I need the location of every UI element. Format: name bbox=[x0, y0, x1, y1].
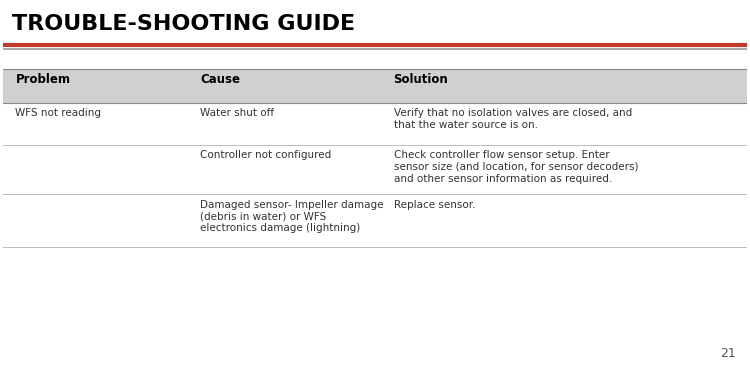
Bar bbox=[3, 102, 747, 145]
Bar bbox=[3, 69, 747, 102]
Text: Solution: Solution bbox=[394, 74, 448, 87]
Text: Verify that no isolation valves are closed, and
that the water source is on.: Verify that no isolation valves are clos… bbox=[394, 108, 632, 130]
Text: WFS not reading: WFS not reading bbox=[16, 108, 101, 118]
Bar bbox=[3, 194, 747, 246]
Text: 21: 21 bbox=[720, 347, 736, 360]
Text: TROUBLE-SHOOTING GUIDE: TROUBLE-SHOOTING GUIDE bbox=[12, 14, 355, 34]
Bar bbox=[3, 145, 747, 194]
Text: Replace sensor.: Replace sensor. bbox=[394, 199, 475, 209]
Text: Problem: Problem bbox=[16, 74, 70, 87]
Text: Cause: Cause bbox=[200, 74, 240, 87]
Text: Damaged sensor- Impeller damage
(debris in water) or WFS
electronics damage (lig: Damaged sensor- Impeller damage (debris … bbox=[200, 199, 383, 233]
Text: Check controller flow sensor setup. Enter
sensor size (and location, for sensor : Check controller flow sensor setup. Ente… bbox=[394, 150, 638, 184]
Text: Controller not configured: Controller not configured bbox=[200, 150, 332, 160]
Text: Water shut off: Water shut off bbox=[200, 108, 274, 118]
